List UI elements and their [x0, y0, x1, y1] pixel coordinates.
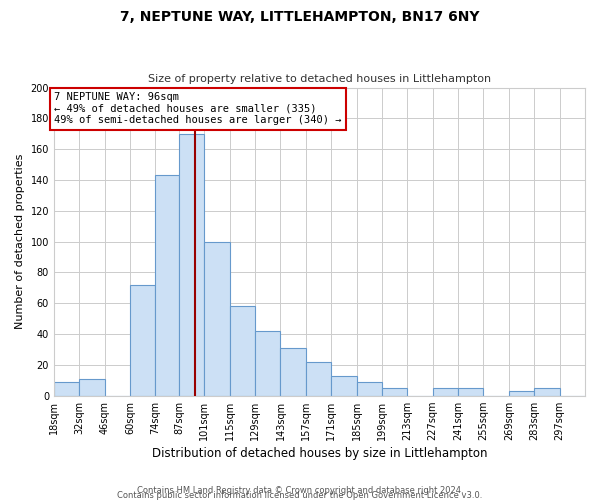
Bar [306, 362, 331, 396]
Bar [458, 388, 484, 396]
Text: Contains HM Land Registry data © Crown copyright and database right 2024.: Contains HM Land Registry data © Crown c… [137, 486, 463, 495]
Bar [79, 378, 104, 396]
Bar [382, 388, 407, 396]
Text: Contains public sector information licensed under the Open Government Licence v3: Contains public sector information licen… [118, 490, 482, 500]
Text: 7 NEPTUNE WAY: 96sqm
← 49% of detached houses are smaller (335)
49% of semi-deta: 7 NEPTUNE WAY: 96sqm ← 49% of detached h… [54, 92, 341, 126]
Bar [230, 306, 255, 396]
Bar [54, 382, 79, 396]
Bar [130, 285, 155, 396]
Bar [255, 331, 280, 396]
Bar [356, 382, 382, 396]
Title: Size of property relative to detached houses in Littlehampton: Size of property relative to detached ho… [148, 74, 491, 84]
Bar [280, 348, 306, 396]
Y-axis label: Number of detached properties: Number of detached properties [15, 154, 25, 330]
Bar [205, 242, 230, 396]
Bar [155, 176, 179, 396]
Bar [509, 391, 534, 396]
Bar [331, 376, 356, 396]
X-axis label: Distribution of detached houses by size in Littlehampton: Distribution of detached houses by size … [152, 447, 487, 460]
Bar [534, 388, 560, 396]
Text: 7, NEPTUNE WAY, LITTLEHAMPTON, BN17 6NY: 7, NEPTUNE WAY, LITTLEHAMPTON, BN17 6NY [120, 10, 480, 24]
Bar [433, 388, 458, 396]
Bar [179, 134, 205, 396]
